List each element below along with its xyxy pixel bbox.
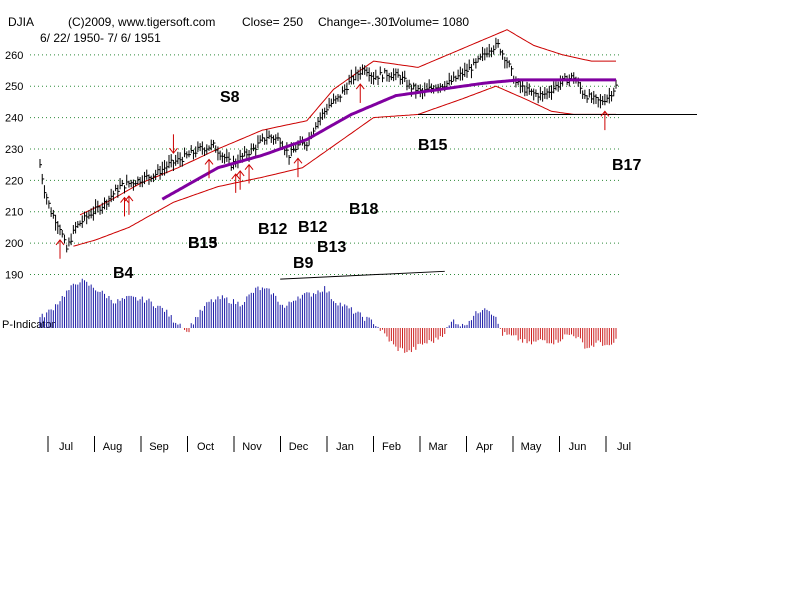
- signal-label: B18: [349, 201, 378, 218]
- indicator-trend-line: [280, 270, 445, 280]
- y-tick-label: 220: [5, 175, 23, 187]
- signal-label: B9: [293, 255, 314, 272]
- month-label: Nov: [242, 441, 262, 453]
- y-axis-ticks: 260 250 240 230 220 210 200 190: [5, 50, 23, 282]
- date-range-label: 6/ 22/ 1950- 7/ 6/ 1951: [40, 31, 161, 45]
- month-axis: Jul Aug Sep Oct Nov Dec Jan Feb Mar Apr May Jun Jul: [47, 436, 631, 453]
- signal-arrow-head: [355, 83, 365, 90]
- y-tick-label: 250: [5, 81, 23, 93]
- month-label: Sep: [149, 441, 169, 453]
- signal-label: B12: [258, 221, 287, 238]
- month-label: Feb: [382, 441, 401, 453]
- signal-arrow-head: [204, 158, 214, 165]
- month-label: Jul: [59, 441, 73, 453]
- month-label: May: [521, 441, 542, 453]
- signal-arrow-head: [55, 239, 65, 246]
- month-label: Aug: [103, 441, 123, 453]
- month-label: Oct: [197, 441, 214, 453]
- indicator-label: P-Indicator: [2, 319, 56, 331]
- y-tick-label: 260: [5, 50, 23, 62]
- signal-arrow-head: [120, 196, 129, 203]
- chart-header: DJIA (C)2009, www.tigersoft.com Close= 2…: [8, 15, 469, 45]
- signal-arrow-head: [293, 157, 303, 164]
- y-tick-label: 190: [5, 269, 23, 281]
- moving-average: [161, 78, 616, 201]
- reference-lines: [280, 113, 697, 280]
- signal-arrow-head: [124, 195, 134, 202]
- y-tick-label: 240: [5, 113, 23, 125]
- price-bars: [39, 37, 618, 253]
- month-label: Mar: [429, 441, 448, 453]
- copyright-label: (C)2009, www.tigersoft.com: [68, 15, 215, 29]
- p-indicator: P-Indicator: [2, 278, 617, 353]
- signal-arrow-head: [235, 170, 245, 177]
- signal-label: B12: [298, 219, 327, 236]
- upper-band-line: [79, 29, 616, 216]
- month-label: Jan: [336, 441, 354, 453]
- signal-arrow-head: [231, 173, 241, 180]
- volume-label: Volume= 1080: [392, 15, 469, 29]
- month-label: Dec: [289, 441, 309, 453]
- signal-label: B4: [113, 265, 134, 282]
- month-label: Jul: [617, 441, 631, 453]
- month-label: Apr: [476, 441, 493, 453]
- signal-label: S8: [220, 89, 240, 106]
- signal-label: B13: [317, 239, 346, 256]
- signal-arrow-head: [600, 110, 610, 117]
- y-tick-label: 210: [5, 207, 23, 219]
- moving-average-line: [161, 78, 616, 201]
- signal-label: B15: [418, 137, 447, 154]
- signal-label: B15: [188, 235, 217, 252]
- close-label: Close= 250: [242, 15, 303, 29]
- y-tick-label: 230: [5, 144, 23, 156]
- ticker-label: DJIA: [8, 15, 34, 29]
- change-label: Change=-.301: [318, 15, 395, 29]
- bands: [73, 29, 616, 247]
- lower-band-line: [73, 85, 616, 247]
- signal-arrow-head: [244, 163, 254, 170]
- signal-label: B17: [612, 157, 641, 174]
- signal-arrow-head: [169, 147, 178, 154]
- month-label: Jun: [569, 441, 587, 453]
- signal-label: B13: [188, 235, 217, 252]
- y-tick-label: 200: [5, 238, 23, 250]
